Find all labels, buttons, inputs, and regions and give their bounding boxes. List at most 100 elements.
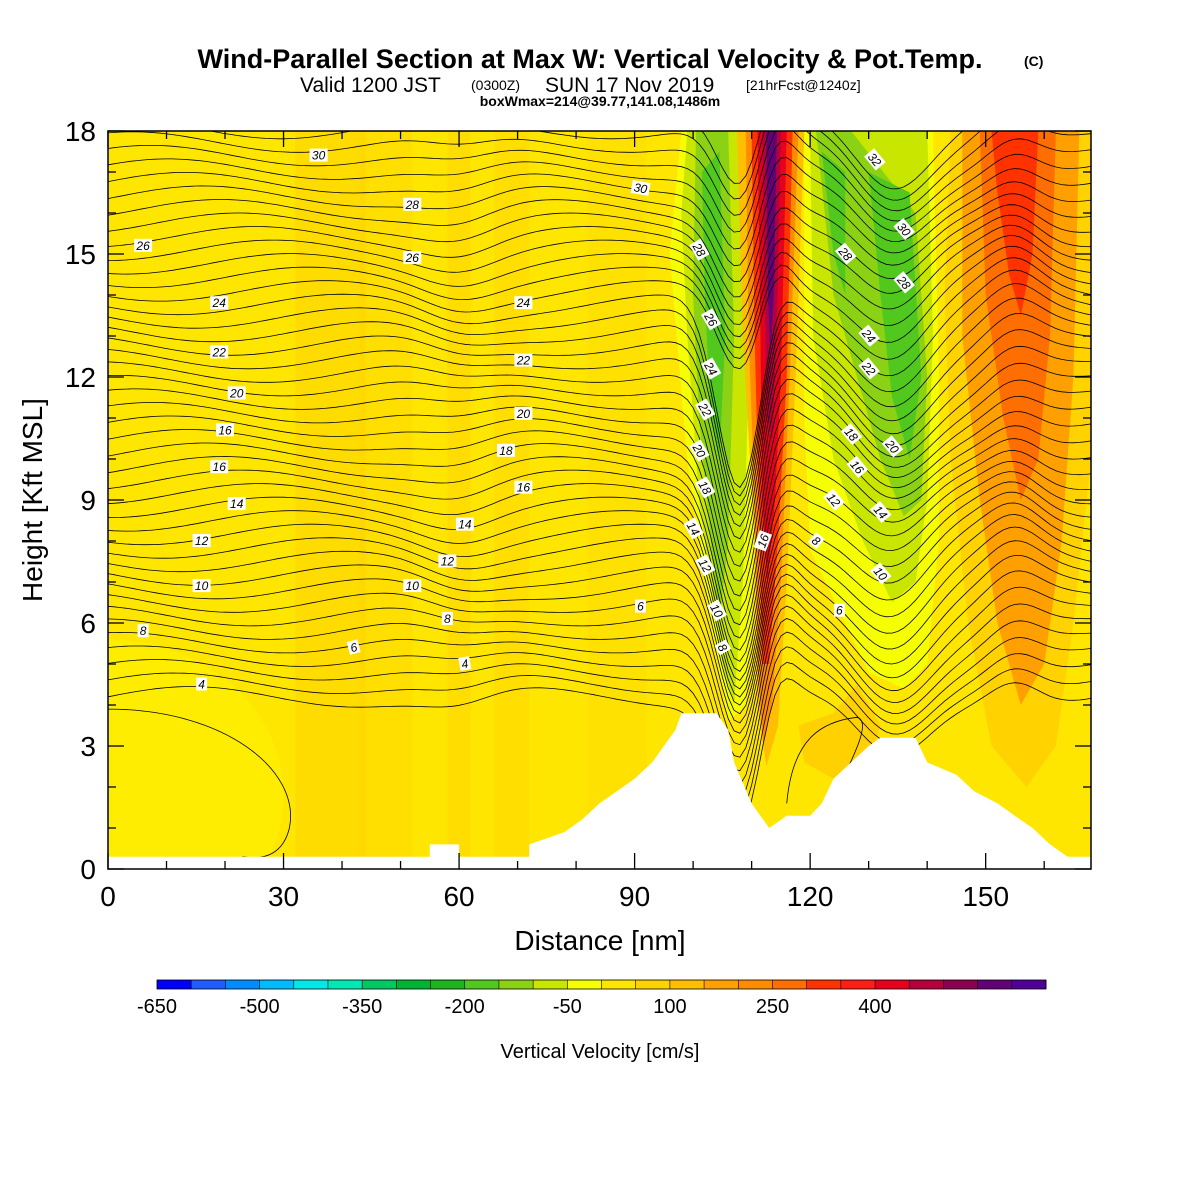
isentrope-line bbox=[108, 224, 1091, 338]
isentrope-label: 10 bbox=[870, 562, 892, 585]
low-level-calm-zone bbox=[108, 639, 284, 869]
zero-velocity-contour bbox=[108, 708, 291, 859]
colorbar-tick-label: -650 bbox=[137, 996, 177, 1018]
isentrope-label: 22 bbox=[210, 345, 229, 359]
descent-band-east-inner bbox=[868, 172, 922, 459]
colorbar-tick-label: 250 bbox=[756, 996, 789, 1018]
isentrope-label: 10 bbox=[192, 579, 211, 593]
isentrope-label-bg bbox=[514, 406, 533, 420]
isentrope-line bbox=[108, 235, 1091, 349]
isentrope-line bbox=[108, 297, 1091, 506]
isentrope-lines bbox=[108, 131, 1091, 859]
isentrope-line bbox=[108, 140, 1091, 250]
ascent-band-east-core bbox=[979, 131, 1056, 500]
colorbar-swatch bbox=[259, 980, 295, 989]
isentrope-line bbox=[108, 502, 1091, 690]
isentrope-label-text: 16 bbox=[213, 460, 227, 474]
isentrope-label: 16 bbox=[753, 530, 773, 552]
isentrope-line bbox=[108, 283, 1091, 497]
isentrope-label: 28 bbox=[689, 238, 710, 261]
colorbar-swatch bbox=[704, 980, 739, 989]
isentrope-label: 6 bbox=[346, 639, 361, 655]
colorbar-swatch bbox=[396, 980, 432, 989]
isentrope-label-text: 4 bbox=[198, 678, 205, 692]
isentrope-line bbox=[108, 618, 1091, 772]
valid-line: Valid 1200 JST (0300Z) SUN 17 Nov 2019 [… bbox=[300, 74, 861, 97]
ascent-core-5 bbox=[766, 131, 777, 357]
isentrope-label-bg bbox=[893, 271, 915, 294]
isentrope-line bbox=[108, 362, 1091, 553]
colorbar-swatch bbox=[567, 980, 602, 989]
isentrope-line bbox=[108, 214, 1091, 325]
isentrope-label-bg bbox=[216, 423, 234, 437]
isentrope-label-text: 28 bbox=[405, 198, 420, 212]
isentrope-label-bg bbox=[403, 251, 422, 265]
isentrope-label-bg bbox=[753, 530, 773, 552]
isentrope-label: 14 bbox=[870, 500, 892, 524]
isentrope-line bbox=[108, 190, 1091, 298]
isentrope-label: 6 bbox=[635, 599, 646, 614]
isentrope-label-text: 18 bbox=[499, 444, 513, 458]
isentrope-line bbox=[108, 345, 1091, 540]
isentrope-label-text: 16 bbox=[754, 532, 772, 550]
isentrope-label-bg bbox=[137, 624, 149, 638]
colorbar-swatch bbox=[943, 980, 979, 989]
isentrope-line bbox=[108, 312, 1091, 516]
isentrope-line bbox=[108, 131, 1091, 216]
isentrope-label-text: 10 bbox=[195, 579, 209, 593]
colorbar-swatch bbox=[225, 980, 261, 989]
isentrope-label-bg bbox=[689, 439, 710, 462]
isentrope-label-bg bbox=[807, 532, 825, 550]
copyright-mark: (C) bbox=[1024, 53, 1043, 69]
isentrope-label: 16 bbox=[514, 480, 533, 495]
isentrope-label: 8 bbox=[714, 639, 732, 656]
isentrope-label-bg bbox=[227, 386, 246, 400]
isentrope-label: 8 bbox=[137, 624, 149, 638]
isentrope-line bbox=[108, 646, 1091, 801]
isentrope-line bbox=[108, 408, 1091, 597]
isentrope-label-bg bbox=[514, 480, 533, 494]
isentrope-label: 4 bbox=[458, 656, 472, 671]
isentrope-label: 12 bbox=[192, 534, 211, 548]
weak-ascent-zone bbox=[359, 131, 413, 869]
isentrope-label-bg bbox=[210, 296, 229, 310]
isentrope-label-bg bbox=[192, 579, 211, 593]
y-axis-title: Height [Kft MSL] bbox=[17, 398, 48, 602]
isentrope-label-bg bbox=[403, 579, 422, 593]
isentrope-line bbox=[108, 269, 1091, 489]
isentrope-label-bg bbox=[695, 476, 716, 499]
isentrope-label: 24 bbox=[514, 296, 533, 310]
isentrope-label-text: 14 bbox=[684, 519, 703, 538]
colorbar-swatch bbox=[806, 980, 842, 989]
x-tick-label: 0 bbox=[100, 881, 116, 912]
isentrope-label: 8 bbox=[441, 611, 453, 626]
isentrope-label: 20 bbox=[514, 406, 533, 421]
isentrope-label: 10 bbox=[706, 599, 728, 622]
isentrope-line bbox=[108, 603, 1091, 758]
isentrope-label-text: 30 bbox=[633, 180, 649, 196]
isentrope-label: 18 bbox=[840, 423, 863, 446]
isentrope-label-bg bbox=[833, 603, 845, 617]
isentrope-label-text: 6 bbox=[349, 640, 359, 655]
isentrope-label-text: 26 bbox=[405, 251, 420, 265]
isentrope-label-bg bbox=[701, 308, 722, 331]
isentrope-label-bg bbox=[823, 488, 845, 511]
isentrope-label: 30 bbox=[309, 148, 328, 163]
forecast-hint: [21hrFcst@1240z] bbox=[746, 77, 861, 93]
isentrope-label: 22 bbox=[514, 353, 533, 368]
isentrope-line bbox=[108, 438, 1091, 626]
isentrope-line bbox=[108, 424, 1091, 612]
isentrope-label: 22 bbox=[695, 398, 716, 421]
colorbar-tick-label: -200 bbox=[445, 996, 485, 1018]
isentrope-label-text: 20 bbox=[229, 386, 244, 400]
isentrope-label-bg bbox=[858, 357, 880, 380]
isentrope-label-text: 24 bbox=[701, 359, 720, 379]
colorbar-swatch bbox=[533, 980, 568, 989]
isentrope-label: 4 bbox=[196, 677, 208, 692]
isentrope-label-text: 18 bbox=[695, 478, 714, 497]
isentrope-label-bg bbox=[689, 238, 710, 261]
colorbar-title: Vertical Velocity [cm/s] bbox=[501, 1041, 700, 1063]
isentrope-line bbox=[108, 491, 1091, 682]
